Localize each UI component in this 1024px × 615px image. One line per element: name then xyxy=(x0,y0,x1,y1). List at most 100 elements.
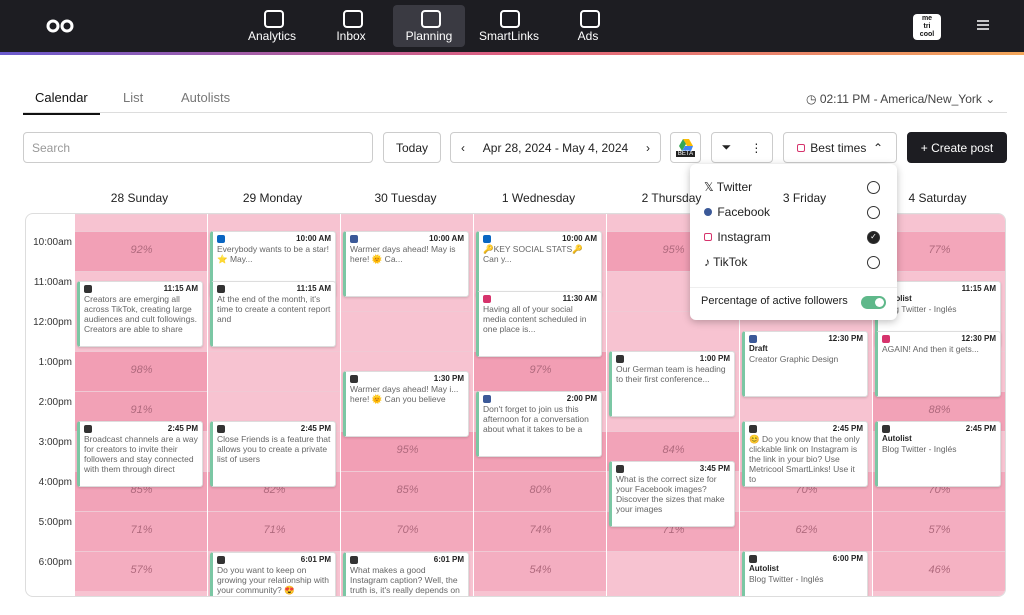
drive-button[interactable]: BETA xyxy=(670,132,701,163)
post-header: 11:30 AM xyxy=(483,294,597,304)
post-text: At the end of the month, it's time to cr… xyxy=(217,294,331,324)
time-label: 5:00pm xyxy=(38,517,72,528)
radio[interactable] xyxy=(867,206,880,219)
post-time: 10:00 AM xyxy=(296,234,331,243)
network-icon xyxy=(84,425,92,433)
post-card[interactable]: 6:01 PM Do you want to keep on growing yo… xyxy=(210,551,336,596)
post-time: 11:30 AM xyxy=(562,294,597,303)
slot xyxy=(208,214,341,231)
post-card[interactable]: 2:45 PM Broadcast channels are a way for … xyxy=(77,421,203,487)
slot xyxy=(474,214,607,231)
app-logo[interactable] xyxy=(46,18,74,34)
post-card[interactable]: 6:00 PM Autolist Blog Twitter - Inglés xyxy=(742,551,868,596)
post-card[interactable]: 11:15 AM At the end of the month, it's ti… xyxy=(210,281,336,347)
post-card[interactable]: 10:00 AM Warmer days ahead! May is here! … xyxy=(343,231,469,297)
network-icon xyxy=(749,425,757,433)
post-card[interactable]: 12:30 PM Draft Creator Graphic Design xyxy=(742,331,868,397)
timezone[interactable]: ◷ 02:11 PM - America/New_York ⌄ xyxy=(806,92,996,106)
post-card[interactable]: 12:30 PM AGAIN! And then it gets... xyxy=(875,331,1001,397)
option-twitter[interactable]: 𝕏 Twitter xyxy=(704,180,753,194)
radio[interactable]: ✓ xyxy=(867,231,880,244)
active-followers-toggle[interactable] xyxy=(861,296,886,309)
network-icon xyxy=(882,335,890,343)
best-time-slot: 71% xyxy=(208,511,341,551)
post-time: 2:45 PM xyxy=(832,424,863,433)
post-card[interactable]: 1:30 PM Warmer days ahead! May i... here!… xyxy=(343,371,469,437)
date-range[interactable]: ‹ Apr 28, 2024 - May 4, 2024 › xyxy=(450,132,661,163)
post-text: Creators are emerging all across TikTok,… xyxy=(84,294,197,334)
post-card[interactable]: 10:00 AM 🔑KEY SOCIAL STATS🔑 Can y... xyxy=(476,231,602,297)
best-times-button[interactable]: Best times ⌃ xyxy=(783,132,897,163)
best-time-slot: 62% xyxy=(740,511,873,551)
post-card[interactable]: 11:30 AM Having all of your social media … xyxy=(476,291,602,357)
best-time-slot xyxy=(341,551,474,591)
logo-text: me xyxy=(921,15,933,22)
post-card[interactable]: 3:45 PM What is the correct size for your… xyxy=(609,461,735,527)
post-card[interactable]: 2:45 PM 😊 Do you know that the only click… xyxy=(742,421,868,487)
best-time-slot xyxy=(607,271,740,311)
post-card[interactable]: 2:00 PM Don't forget to join us this afte… xyxy=(476,391,602,457)
create-post-button[interactable]: + Create post xyxy=(907,132,1007,163)
nav-planning[interactable]: Planning xyxy=(393,5,465,47)
nav-analytics[interactable]: Analytics xyxy=(236,5,308,47)
post-time: 6:01 PM xyxy=(433,554,464,564)
best-time-slot: 97% xyxy=(474,351,607,391)
post-header: 2:45 PM xyxy=(882,424,996,434)
radio[interactable] xyxy=(867,256,880,269)
option-text: TikTok xyxy=(713,255,748,269)
option-tiktok[interactable]: ♪ TikTok xyxy=(704,255,748,269)
account-logo[interactable]: me tri cool xyxy=(913,14,941,40)
tab-calendar[interactable]: Calendar xyxy=(23,90,100,115)
option-instagram[interactable]: Instagram xyxy=(704,230,771,244)
option-text: Twitter xyxy=(716,180,753,194)
time-label: 6:00pm xyxy=(38,557,72,568)
best-time-slot: 95% xyxy=(341,431,474,471)
post-text: Do you want to keep on growing your rela… xyxy=(217,564,329,596)
post-time: 6:00 PM xyxy=(832,554,863,563)
post-card[interactable]: 11:15 AM Creators are emerging all across… xyxy=(77,281,203,347)
day-column: 92% 98% 91% 85% 71% 57% xyxy=(74,214,208,596)
create-post-text: Create post xyxy=(931,140,994,155)
best-time-slot xyxy=(208,351,341,391)
post-text: Everybody wants to be a star! ⭐ May... xyxy=(217,244,329,264)
next[interactable]: › xyxy=(646,140,650,155)
best-time-slot xyxy=(208,551,341,591)
post-time: 1:00 PM xyxy=(699,354,730,363)
tab-list[interactable]: List xyxy=(123,90,144,105)
today-button[interactable]: Today xyxy=(383,132,441,163)
network-icon xyxy=(882,425,890,433)
option-facebook[interactable]: Facebook xyxy=(704,205,770,219)
post-text: Having all of your social media content … xyxy=(483,304,587,334)
network-icon xyxy=(483,295,491,303)
radio[interactable] xyxy=(867,181,880,194)
day-header: 2 Thursday xyxy=(641,191,702,205)
more-icon[interactable]: ⋮ xyxy=(750,140,763,155)
nav-inbox[interactable]: Inbox xyxy=(315,5,387,47)
nav-smartlinks[interactable]: SmartLinks xyxy=(472,5,546,47)
best-time-slot xyxy=(341,311,474,351)
time-label: 12:00pm xyxy=(33,317,72,328)
post-tag: Autolist xyxy=(749,564,779,573)
network-icon xyxy=(616,465,624,473)
post-time: 6:01 PM xyxy=(300,554,331,564)
network-icon xyxy=(483,235,491,243)
time-label: 4:00pm xyxy=(38,477,72,488)
post-card[interactable]: 6:01 PM What makes a good Instagram capti… xyxy=(343,551,469,596)
post-card[interactable]: 1:00 PM Our German team is heading to the… xyxy=(609,351,735,417)
day-header: 4 Saturday xyxy=(908,191,967,205)
time-label: 11:00am xyxy=(33,277,72,288)
prev[interactable]: ‹ xyxy=(461,140,465,155)
post-header: 11:15 AM xyxy=(217,284,331,294)
post-card[interactable]: 2:45 PM Autolist Blog Twitter - Inglés xyxy=(875,421,1001,487)
post-text: Our German team is heading to their firs… xyxy=(616,364,726,384)
nav-ads[interactable]: Ads xyxy=(552,5,624,47)
network-icon xyxy=(350,235,358,243)
post-card[interactable]: 2:45 PM Close Friends is a feature that a… xyxy=(210,421,336,487)
menu-icon[interactable] xyxy=(977,19,989,31)
best-time-slot xyxy=(607,551,740,591)
post-header: 1:00 PM xyxy=(616,354,730,364)
filter-button[interactable]: ⏷ ⋮ xyxy=(711,132,773,163)
search[interactable]: Search xyxy=(23,132,373,163)
time-label: 1:00pm xyxy=(38,357,72,368)
tab-autolists[interactable]: Autolists xyxy=(181,90,231,105)
